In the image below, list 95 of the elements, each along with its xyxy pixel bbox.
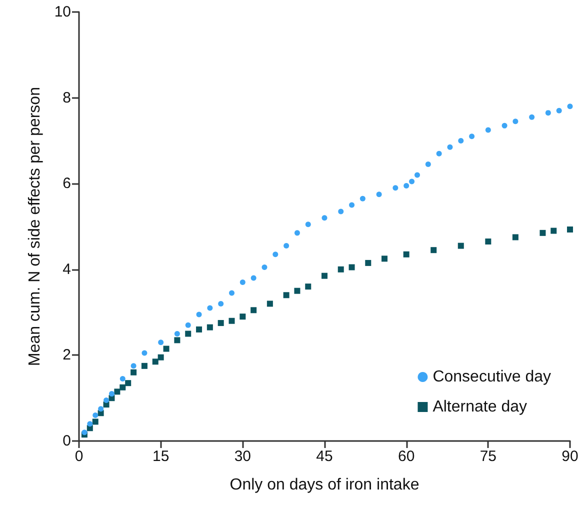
point	[294, 288, 300, 294]
x-tick-label: 30	[234, 448, 252, 465]
point	[458, 138, 464, 144]
x-tick-label: 45	[316, 448, 333, 465]
point	[436, 150, 442, 156]
point	[98, 406, 104, 412]
y-tick-label: 2	[62, 346, 71, 364]
point	[185, 322, 191, 328]
point	[338, 266, 344, 272]
point	[348, 264, 355, 270]
point	[284, 243, 290, 249]
point	[338, 208, 344, 214]
point	[365, 260, 372, 266]
point	[125, 380, 132, 386]
x-axis-title: Only on days of iron intake	[230, 476, 420, 494]
point	[250, 307, 257, 314]
point	[404, 182, 410, 188]
point	[114, 388, 120, 395]
point	[545, 110, 551, 116]
point	[469, 134, 475, 140]
y-tick-label: 4	[62, 260, 71, 278]
x-tick-label: 90	[562, 448, 578, 465]
point	[87, 421, 93, 427]
point	[158, 354, 164, 360]
point	[556, 108, 562, 114]
point	[196, 326, 202, 332]
point	[218, 300, 224, 306]
y-tick-label: 6	[62, 175, 71, 192]
point	[272, 252, 278, 258]
point	[218, 320, 224, 326]
point	[228, 318, 235, 324]
point	[376, 192, 382, 198]
point	[567, 104, 573, 110]
point	[207, 305, 213, 311]
point	[349, 202, 355, 208]
point	[502, 122, 508, 128]
point	[206, 324, 213, 330]
point	[458, 242, 464, 249]
point	[392, 185, 398, 191]
point	[174, 331, 180, 336]
point	[120, 384, 126, 390]
point	[92, 412, 98, 418]
point	[540, 230, 546, 236]
point	[360, 196, 366, 202]
point	[185, 330, 192, 337]
point	[229, 290, 235, 296]
point	[240, 314, 246, 320]
y-tick-label: 8	[62, 89, 71, 106]
point	[305, 222, 311, 228]
point	[196, 312, 202, 318]
point	[529, 114, 535, 120]
point	[82, 430, 88, 436]
point	[512, 118, 518, 124]
x-tick-label: 15	[152, 448, 170, 465]
point	[425, 162, 431, 168]
point	[141, 362, 148, 369]
point	[430, 247, 437, 254]
point	[485, 238, 492, 245]
y-axis-title: Mean cum. N of side effects per person	[26, 87, 44, 366]
x-tick-label: 75	[480, 448, 497, 465]
point	[152, 358, 158, 365]
y-tick-label: 0	[62, 432, 71, 450]
point	[240, 280, 246, 286]
point	[104, 397, 110, 403]
point	[322, 215, 328, 221]
point	[294, 230, 300, 236]
point	[567, 226, 573, 233]
point	[130, 369, 137, 376]
point	[158, 340, 164, 346]
point	[130, 363, 136, 369]
point	[414, 172, 420, 178]
point	[322, 272, 328, 279]
point	[305, 284, 312, 290]
point	[174, 337, 180, 344]
point	[92, 418, 98, 425]
point	[120, 376, 126, 382]
point	[550, 228, 557, 234]
point	[266, 300, 273, 307]
legend-label: Alternate day	[432, 398, 527, 416]
point	[283, 292, 290, 298]
x-tick-label: 0	[74, 448, 84, 465]
point	[403, 251, 410, 258]
point	[108, 391, 114, 397]
point	[485, 127, 491, 133]
legend-label: Consecutive day	[432, 368, 552, 386]
point	[447, 144, 453, 150]
point	[512, 234, 518, 240]
y-tick-label: 10	[54, 4, 71, 20]
point	[382, 256, 388, 262]
point	[250, 275, 256, 281]
point	[409, 178, 415, 184]
point	[142, 350, 148, 356]
x-tick-label: 60	[398, 448, 415, 465]
point	[163, 346, 170, 352]
point	[262, 264, 268, 270]
